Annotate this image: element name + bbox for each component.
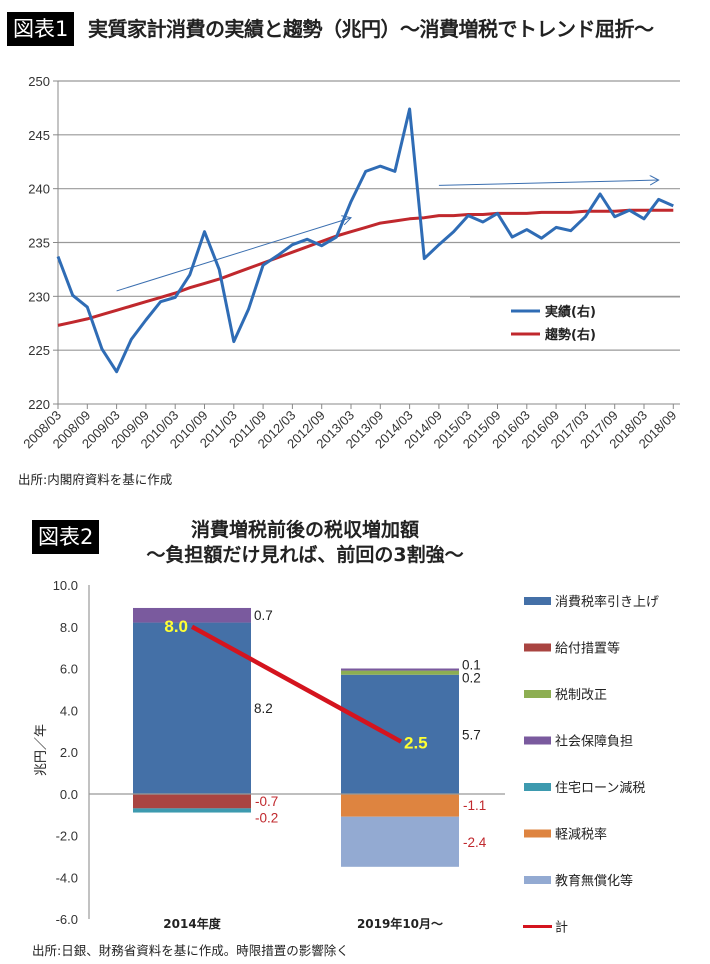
legend-label: 住宅ローン減税 <box>555 780 645 796</box>
figure2-title-line2: 〜負担額だけ見れば、前回の3割強〜 <box>146 544 464 566</box>
value-label: -0.2 <box>255 810 278 825</box>
bar-segment <box>341 793 459 817</box>
y-tick-label: 8.0 <box>60 620 78 635</box>
bar-segment <box>133 622 251 794</box>
trend-arrows <box>116 180 659 292</box>
y-axis-ticks: -6.0 -4.0 -2.0 0.0 2.0 4.0 6.0 8.0 10.0 <box>53 578 78 927</box>
y-tick-label: 230 <box>28 289 50 304</box>
legend-label-actual: 実績(右) <box>545 304 596 320</box>
value-label: -1.1 <box>463 798 486 813</box>
y-tick-label: 225 <box>28 343 50 358</box>
category-label: 2014年度 <box>163 916 221 931</box>
trend-arrow <box>116 218 351 292</box>
bar-segment <box>133 793 251 809</box>
y-tick-label: 250 <box>28 74 50 89</box>
trend-arrow <box>438 180 659 186</box>
legend-swatch <box>524 736 551 745</box>
y-tick-label: 235 <box>28 236 50 251</box>
legend-swatch <box>524 876 551 884</box>
value-labels: 8.2 0.7 -0.7-0.2 5.7 0.20.1 -1.1 -2.4 <box>254 608 487 850</box>
y-tick-label: 10.0 <box>53 578 78 593</box>
value-label: 0.1 <box>462 658 481 673</box>
legend-label: 給付措置等 <box>555 641 620 657</box>
y-tick-label: 240 <box>28 182 50 197</box>
category-label: 2019年10月〜 <box>357 916 443 931</box>
legend-label-total: 計 <box>555 920 568 936</box>
y-tick-label: 245 <box>28 128 50 143</box>
figure1-badge: 図表1 <box>7 12 75 46</box>
total-label: 8.0 <box>164 617 188 636</box>
series-lines <box>56 107 674 374</box>
bar-segment <box>133 607 251 623</box>
figure2-title: 消費増税前後の税収増加額 〜負担額だけ見れば、前回の3割強〜 <box>110 518 500 568</box>
value-label: 5.7 <box>462 727 481 742</box>
y-tick-label: -6.0 <box>56 912 78 927</box>
y-tick-label: 2.0 <box>60 745 78 760</box>
value-label: -2.4 <box>463 835 487 850</box>
figure2-source: 出所:日銀、財務省資料を基に作成。時限措置の影響除く <box>32 943 349 958</box>
y-axis-label: 兆円／年 <box>34 724 49 776</box>
legend-label: 教育無償化等 <box>555 873 633 889</box>
figure1-title: 実質家計消費の実績と趨勢（兆円）〜消費増税でトレンド屈折〜 <box>88 17 654 41</box>
value-label: 0.7 <box>254 608 273 623</box>
figure2-title-line1: 消費増税前後の税収増加額 <box>190 519 419 541</box>
legend-swatch <box>524 643 551 652</box>
category-labels: 2014年度 2019年10月〜 <box>163 916 443 931</box>
bar-segment <box>341 816 459 867</box>
legend-swatch <box>524 829 551 838</box>
legend-swatch <box>524 690 551 698</box>
bars <box>133 607 459 867</box>
bar-segment <box>133 808 251 813</box>
legend-label-trend: 趨勢(右) <box>544 327 596 343</box>
legend-label: 社会保障負担 <box>555 734 633 750</box>
legend: 実績(右) 趨勢(右) <box>470 296 680 351</box>
y-axis-ticks: 220 225 230 235 240 245 250 <box>28 74 58 412</box>
y-tick-label: 0.0 <box>60 787 78 802</box>
legend-swatch <box>524 597 551 605</box>
bar-segment <box>341 674 459 794</box>
total-line: 8.0 2.5 <box>164 617 427 753</box>
value-label: 0.2 <box>462 671 481 686</box>
y-tick-label: 6.0 <box>60 662 78 677</box>
legend: 消費税率引き上げ給付措置等税制改正社会保障負担住宅ローン減税軽減税率教育無償化等… <box>523 594 659 936</box>
bar-segment <box>341 670 459 675</box>
y-tick-label: -2.0 <box>56 829 78 844</box>
bar-segment <box>341 668 459 671</box>
y-tick-label: -4.0 <box>56 870 78 885</box>
legend-label: 税制改正 <box>555 688 607 703</box>
legend-label: 軽減税率 <box>555 827 607 843</box>
total-label: 2.5 <box>404 734 428 753</box>
figure1-source: 出所:内閣府資料を基に作成 <box>18 472 173 487</box>
value-label: 8.2 <box>254 701 273 716</box>
figure2-badge: 図表2 <box>32 520 100 554</box>
y-tick-label: 220 <box>28 397 50 412</box>
y-tick-label: 4.0 <box>60 703 78 718</box>
legend-swatch <box>524 783 551 791</box>
value-label: -0.7 <box>255 794 278 809</box>
legend-label: 消費税率引き上げ <box>555 594 659 610</box>
total-line-segment <box>190 624 403 744</box>
